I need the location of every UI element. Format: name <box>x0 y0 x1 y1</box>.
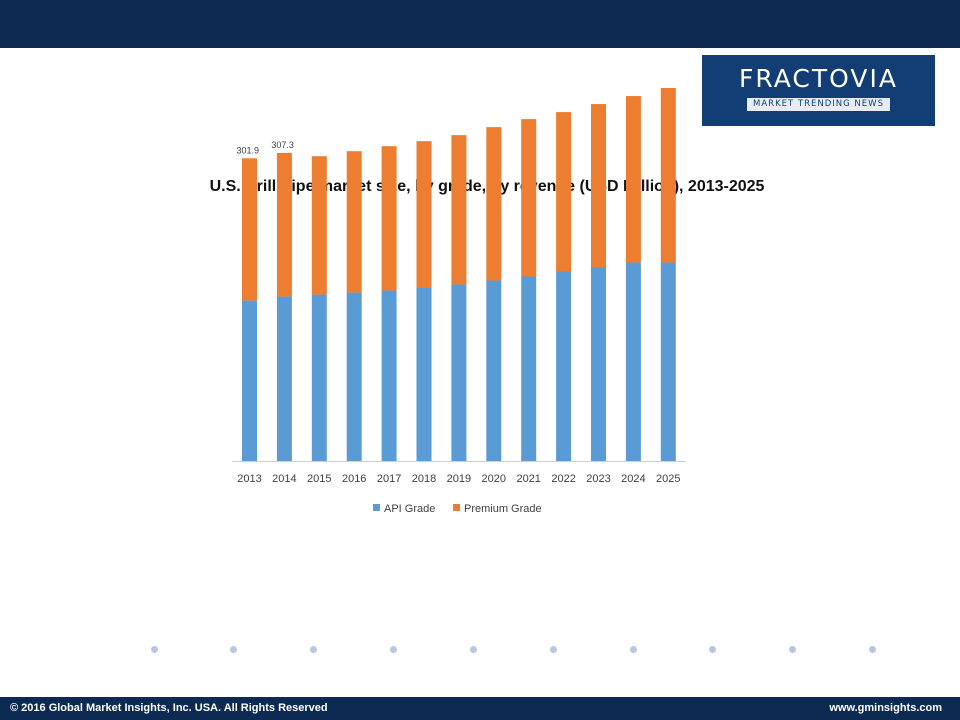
legend-swatch-api <box>373 504 380 511</box>
bar-premium-grade <box>486 127 502 281</box>
bar-premium-grade <box>381 146 397 291</box>
x-tick-label: 2013 <box>237 473 261 485</box>
bar-premium-grade <box>625 96 641 263</box>
x-tick-label: 2021 <box>516 473 540 485</box>
x-tick-label: 2018 <box>412 473 436 485</box>
bar-api-grade <box>242 300 257 461</box>
x-tick-label: 2022 <box>551 473 575 485</box>
x-tick-label: 2019 <box>447 473 471 485</box>
bar-api-grade <box>381 290 397 461</box>
bar-api-grade <box>416 287 432 461</box>
bar-premium-grade <box>591 104 606 268</box>
bar-premium-grade <box>311 156 327 295</box>
bar-premium-grade <box>521 119 537 277</box>
bar-api-grade <box>311 294 327 461</box>
bar-api-grade <box>276 296 292 461</box>
bar-api-grade <box>556 271 572 461</box>
bar-api-grade <box>660 262 676 461</box>
legend-label: Premium Grade <box>464 503 542 515</box>
bar-premium-grade <box>242 158 257 301</box>
x-tick-label: 2016 <box>342 473 366 485</box>
bar-api-grade <box>486 280 502 461</box>
legend-label: API Grade <box>384 503 435 515</box>
bar-premium-grade <box>556 112 572 272</box>
x-tick-label: 2014 <box>272 473 296 485</box>
logo-tagline: MARKET TRENDING NEWS <box>747 98 890 111</box>
bar-premium-grade <box>416 141 432 288</box>
data-label: 301.9 <box>237 145 260 155</box>
bar-premium-grade <box>346 151 362 293</box>
x-tick-label: 2025 <box>656 473 680 485</box>
fractovia-logo[interactable]: FRACTOVIA MARKET TRENDING NEWS <box>702 55 935 126</box>
logo-name: FRACTOVIA <box>739 64 898 93</box>
x-tick-label: 2023 <box>586 473 610 485</box>
data-label: 307.3 <box>271 140 294 150</box>
bar-api-grade <box>521 276 537 461</box>
bar-premium-grade <box>451 135 467 285</box>
bar-api-grade <box>625 262 641 461</box>
footer-website[interactable]: www.gminsights.com <box>829 702 942 714</box>
bar-api-grade <box>346 292 362 461</box>
header-bar <box>0 0 960 48</box>
footer-bar: © 2016 Global Market Insights, Inc. USA.… <box>0 697 960 720</box>
footer-copyright: © 2016 Global Market Insights, Inc. USA.… <box>10 702 328 714</box>
x-tick-label: 2015 <box>307 473 331 485</box>
bar-api-grade <box>451 284 467 461</box>
bar-premium-grade <box>276 152 292 297</box>
legend-swatch-premium <box>453 504 460 511</box>
x-tick-label: 2020 <box>482 473 506 485</box>
bar-api-grade <box>591 267 606 461</box>
x-tick-label: 2017 <box>377 473 401 485</box>
x-tick-label: 2024 <box>621 473 645 485</box>
bar-premium-grade <box>660 88 676 263</box>
